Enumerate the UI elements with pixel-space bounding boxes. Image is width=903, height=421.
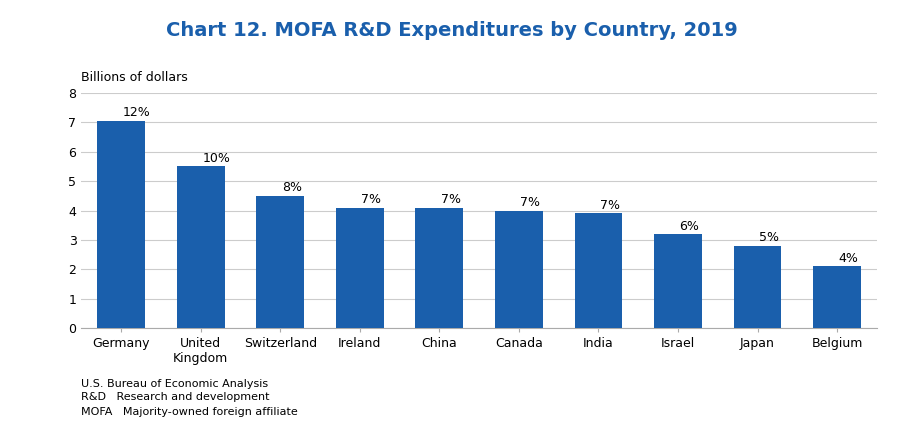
Text: 7%: 7% [520,196,540,209]
Bar [336,208,383,328]
Bar [813,266,860,328]
Text: 4%: 4% [838,252,858,265]
Text: 6%: 6% [679,220,699,232]
Text: U.S. Bureau of Economic Analysis: U.S. Bureau of Economic Analysis [81,379,268,389]
Bar [733,246,780,328]
Text: R&D   Research and development: R&D Research and development [81,392,270,402]
Text: MOFA   Majority-owned foreign affiliate: MOFA Majority-owned foreign affiliate [81,407,298,417]
Text: Chart 12. MOFA R&D Expenditures by Country, 2019: Chart 12. MOFA R&D Expenditures by Count… [166,21,737,40]
Bar [574,213,621,328]
Text: 8%: 8% [282,181,302,195]
Text: 7%: 7% [361,193,381,206]
Bar [654,234,701,328]
Bar [177,166,224,328]
Text: 10%: 10% [202,152,230,165]
Bar [415,208,462,328]
Bar [256,196,303,328]
Text: 7%: 7% [441,193,461,206]
Text: 12%: 12% [123,106,150,119]
Bar [98,120,144,328]
Bar [495,210,542,328]
Text: 7%: 7% [600,199,619,212]
Text: Billions of dollars: Billions of dollars [81,71,188,84]
Text: 5%: 5% [759,232,778,244]
